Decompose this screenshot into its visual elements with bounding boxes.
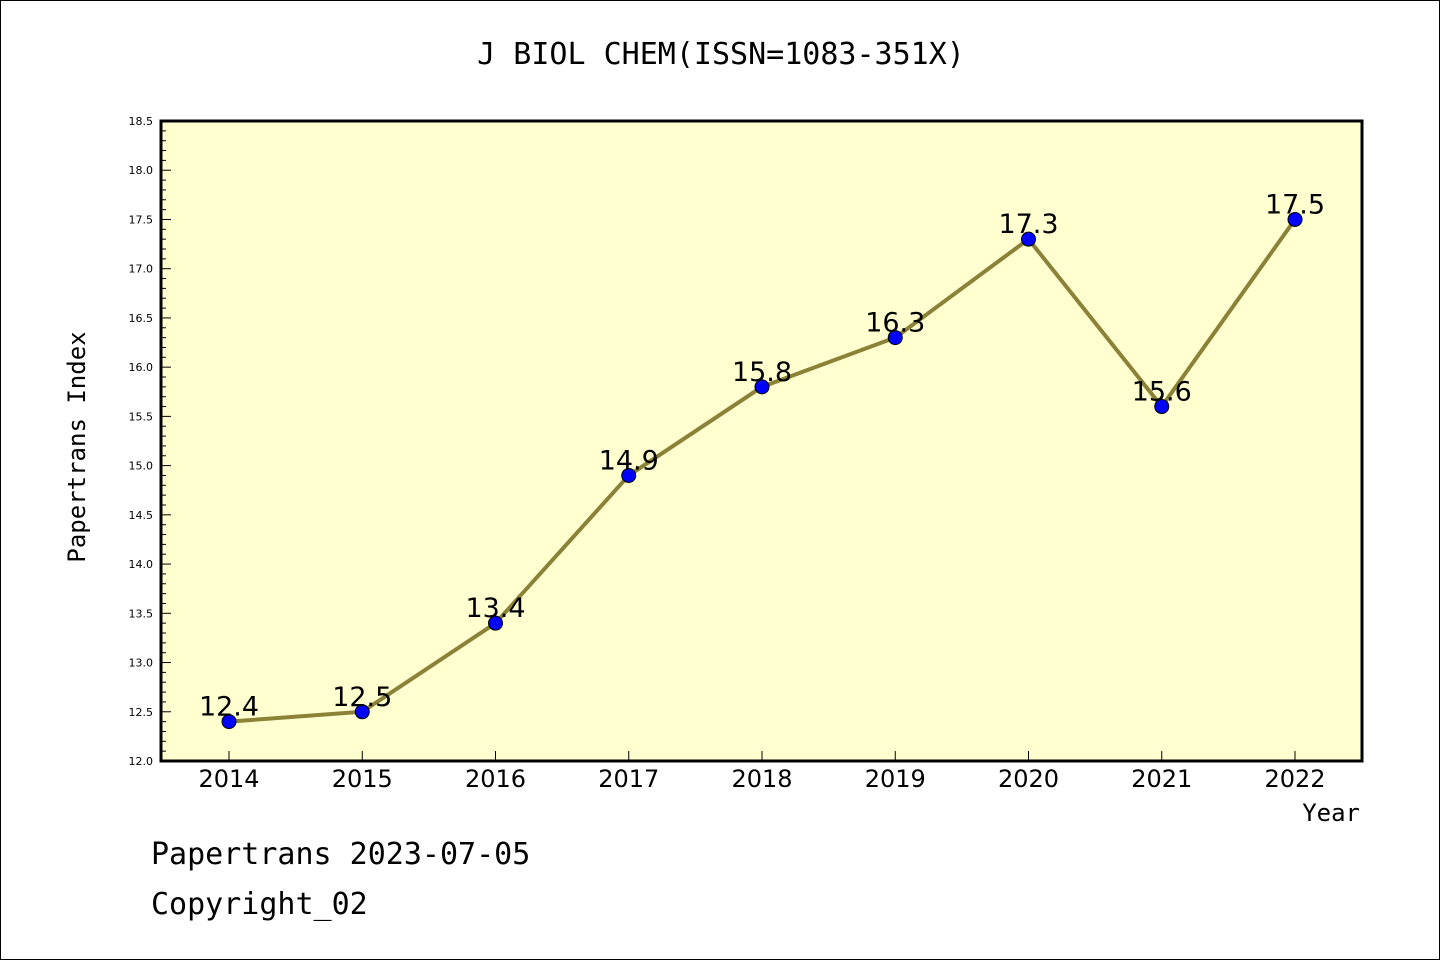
data-label: 13.4 bbox=[465, 593, 525, 624]
y-axis-ticks: 12.0 12.5 13.0 13.5 14.0 14.5 15.0 15.5 16.0 16.5… bbox=[129, 115, 171, 768]
data-point bbox=[354, 704, 370, 720]
y-tick-label: 15.5 bbox=[129, 410, 154, 423]
x-tick-label: 2018 bbox=[731, 765, 792, 793]
data-label: 17.3 bbox=[998, 209, 1058, 240]
y-tick-label: 15.0 bbox=[129, 460, 154, 473]
y-tick-label: 13.0 bbox=[129, 657, 154, 670]
plot-area bbox=[161, 121, 1362, 761]
x-tick-label: 2017 bbox=[598, 765, 659, 793]
data-label: 14.9 bbox=[599, 445, 659, 476]
y-tick-label: 16.5 bbox=[129, 312, 154, 325]
data-point bbox=[1021, 231, 1036, 247]
x-axis-ticks: 2014 2015 2016 2017 2018 2019 2020 2021 2022 bbox=[198, 751, 1326, 793]
y-tick-label: 12.5 bbox=[129, 706, 154, 719]
data-point bbox=[754, 379, 770, 395]
footer-date: Papertrans 2023-07-05 bbox=[151, 837, 531, 872]
x-tick-label: 2020 bbox=[998, 765, 1059, 793]
y-tick-label: 18.5 bbox=[129, 115, 154, 128]
x-tick-label: 2015 bbox=[332, 765, 393, 793]
y-axis-title: Papertrans Index bbox=[63, 331, 91, 562]
data-labels: 12.4 12.5 13.4 14.9 15.8 16.3 17.3 15.6 17.5 bbox=[199, 189, 1325, 722]
x-tick-label: 2014 bbox=[198, 765, 259, 793]
series-markers bbox=[221, 211, 1303, 730]
data-label: 12.5 bbox=[332, 682, 392, 713]
x-tick-label: 2022 bbox=[1264, 765, 1325, 793]
chart-title: J BIOL CHEM(ISSN=1083-351X) bbox=[477, 37, 965, 72]
x-tick-label: 2016 bbox=[465, 765, 526, 793]
y-tick-label: 12.0 bbox=[129, 755, 154, 768]
data-point bbox=[221, 714, 237, 730]
y-tick-label: 18.0 bbox=[129, 164, 154, 177]
data-label: 15.6 bbox=[1132, 377, 1192, 408]
data-point bbox=[621, 467, 637, 483]
data-label: 15.8 bbox=[732, 357, 792, 388]
y-tick-label: 16.0 bbox=[129, 361, 154, 374]
y-tick-label: 13.5 bbox=[129, 607, 154, 620]
data-label: 12.4 bbox=[199, 692, 259, 723]
y-tick-label: 14.5 bbox=[129, 509, 154, 522]
data-label: 16.3 bbox=[865, 308, 925, 339]
data-point bbox=[1154, 399, 1170, 415]
plot-frame bbox=[159, 119, 1364, 763]
x-tick-label: 2021 bbox=[1131, 765, 1192, 793]
data-label: 17.5 bbox=[1265, 189, 1325, 220]
y-tick-label: 17.5 bbox=[129, 213, 154, 226]
y-tick-label: 14.0 bbox=[129, 558, 154, 571]
data-point bbox=[1287, 211, 1303, 227]
data-point bbox=[488, 615, 503, 631]
footer-copyright: Copyright_02 bbox=[151, 887, 368, 922]
y-tick-label: 17.0 bbox=[129, 263, 154, 276]
x-axis-title: Year bbox=[1302, 799, 1360, 827]
x-tick-label: 2019 bbox=[865, 765, 926, 793]
data-point bbox=[887, 330, 903, 346]
